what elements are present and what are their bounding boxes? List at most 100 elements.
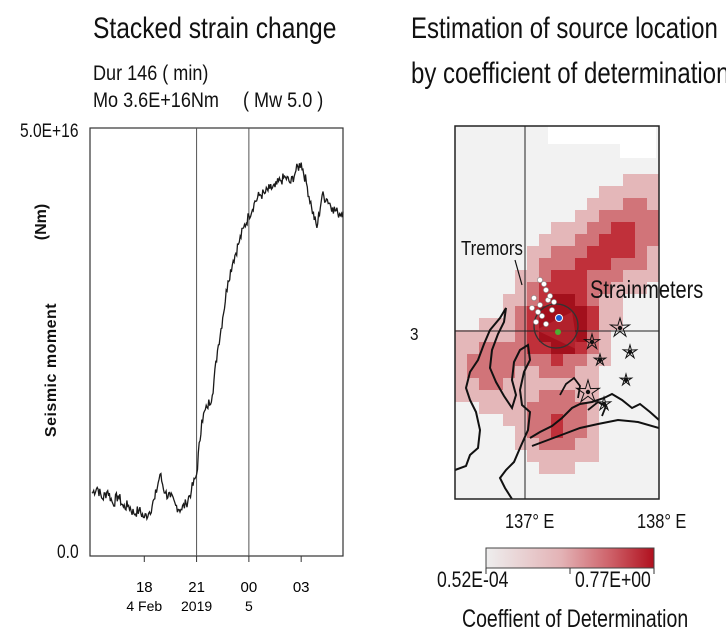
heatmap-cell	[623, 402, 635, 414]
heatmap-cell	[575, 234, 587, 246]
x-tick-sublabel: 4 Feb	[126, 598, 162, 614]
heatmap-cell	[647, 198, 659, 210]
heatmap-cell	[623, 462, 635, 474]
heatmap-cell	[467, 378, 479, 390]
heatmap-cell	[563, 150, 575, 162]
heatmap-cell	[551, 174, 563, 186]
heatmap-cell	[563, 282, 575, 294]
heatmap-cell	[455, 210, 467, 222]
heatmap-cell	[455, 138, 467, 150]
heatmap-cell	[599, 450, 611, 462]
heatmap-cell	[599, 270, 611, 282]
heatmap-cell	[539, 378, 551, 390]
strainmeter-point	[585, 389, 591, 395]
left-chart-title: Stacked strain change	[93, 12, 337, 45]
colorbar-max-label: 0.77E+00	[575, 567, 651, 592]
heatmap-cell	[491, 162, 503, 174]
line-chart-frame	[89, 127, 344, 557]
heatmap-cell	[647, 366, 659, 378]
heatmap-cell	[479, 354, 491, 366]
heatmap-cell	[479, 366, 491, 378]
heatmap-cell	[599, 426, 611, 438]
heatmap-cell	[623, 366, 635, 378]
heatmap-cell	[575, 186, 587, 198]
heatmap-cell	[599, 378, 611, 390]
tremors-pointer	[514, 259, 523, 286]
heatmap-cell	[635, 330, 647, 342]
heatmap-cell	[611, 282, 623, 294]
colorbar-min-label: 0.52E-04	[437, 567, 509, 592]
heatmap-cell	[575, 450, 587, 462]
heatmap-cell	[479, 486, 491, 498]
heatmap-cell	[551, 150, 563, 162]
strainmeter-point	[623, 377, 629, 383]
heatmap-cell	[551, 210, 563, 222]
heatmap-cell	[551, 390, 563, 402]
heatmap-cell	[467, 246, 479, 258]
heatmap-cell	[479, 186, 491, 198]
heatmap-cell	[599, 354, 611, 366]
heatmap-cell	[479, 270, 491, 282]
heatmap-cell	[587, 282, 599, 294]
heatmap-cell	[599, 174, 611, 186]
heatmap-cell	[611, 498, 623, 499]
heatmap-cell	[539, 402, 551, 414]
lon-label-138e: 138° E	[637, 509, 686, 532]
heatmap-cell	[551, 414, 563, 426]
heatmap-cell	[551, 282, 563, 294]
no-data-patch	[548, 126, 656, 144]
heatmap-cell	[491, 138, 503, 150]
heatmap-cell	[479, 246, 491, 258]
heatmap-cell	[551, 450, 563, 462]
tremors-label: Tremors	[461, 237, 523, 260]
heatmap-cell	[503, 174, 515, 186]
x-tick-label: 03	[293, 579, 310, 596]
heatmap-cell	[455, 270, 467, 282]
heatmap-cell	[479, 258, 491, 270]
heatmap-cell	[527, 210, 539, 222]
heatmap-cell	[467, 294, 479, 306]
heatmap-cell	[515, 294, 527, 306]
heatmap-map	[455, 126, 659, 499]
heatmap-cell	[611, 162, 623, 174]
heatmap-cell	[491, 222, 503, 234]
heatmap-cell	[587, 450, 599, 462]
heatmap-cell	[515, 342, 527, 354]
heatmap-cell	[599, 438, 611, 450]
heatmap-cell	[635, 390, 647, 402]
tremor-point	[543, 287, 549, 293]
heatmap-cell	[575, 222, 587, 234]
heatmap-cell	[551, 162, 563, 174]
heatmap-cell	[623, 438, 635, 450]
heatmap-cell	[611, 174, 623, 186]
heatmap-cell	[491, 354, 503, 366]
heatmap-cell	[587, 222, 599, 234]
heatmap-cell	[479, 306, 491, 318]
heatmap-cell	[611, 486, 623, 498]
heatmap-cell	[599, 294, 611, 306]
strainmeter-star-icon	[621, 343, 639, 360]
heatmap-cell	[479, 210, 491, 222]
heatmap-cell	[491, 426, 503, 438]
right-chart-title-line1: Estimation of source location	[411, 12, 718, 45]
heatmap-cell	[491, 486, 503, 498]
heatmap-cell	[563, 162, 575, 174]
heatmap-cell	[587, 246, 599, 258]
heatmap-cell	[491, 498, 503, 499]
heatmap-cell	[515, 330, 527, 342]
heatmap-cell	[599, 366, 611, 378]
heatmap-cell	[647, 174, 659, 186]
heatmap-cell	[635, 210, 647, 222]
heatmap-cell	[563, 438, 575, 450]
heatmap-cell	[479, 294, 491, 306]
heatmap-cell	[479, 138, 491, 150]
x-tick-label: 21	[188, 579, 205, 596]
seismic-moment-series-line	[91, 162, 344, 522]
strainmeter-point	[589, 339, 595, 345]
heatmap-cell	[563, 390, 575, 402]
tremor-point	[531, 295, 537, 301]
heatmap-cell	[455, 414, 467, 426]
heatmap-cell	[551, 354, 563, 366]
heatmap-cell	[551, 258, 563, 270]
